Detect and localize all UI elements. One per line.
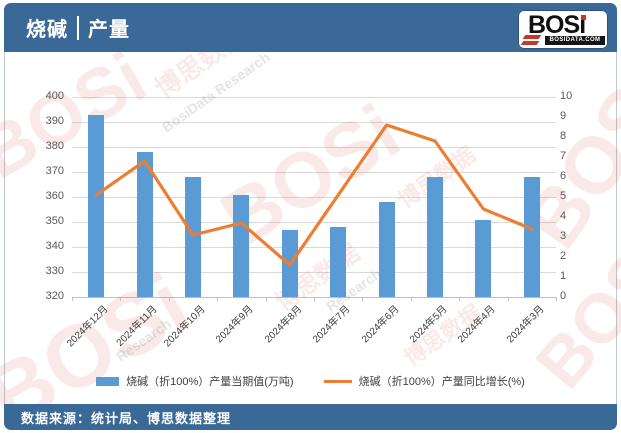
bar-2024年7月 [330, 227, 347, 297]
x-tick [410, 297, 412, 301]
x-tick [556, 297, 557, 301]
x-tick [168, 297, 170, 301]
legend-label: 烧碱（折100%）产量当期值(万吨) [126, 376, 294, 388]
bar-2024年10月 [185, 177, 201, 297]
left-tick-330: 330 [45, 265, 64, 277]
x-tick [314, 297, 315, 301]
yoy-growth-line [94, 123, 534, 267]
title-divider [77, 15, 79, 40]
left-tick-360: 360 [45, 190, 64, 202]
bar-2024年6月 [378, 202, 395, 297]
right-tick-2: 2 [560, 250, 567, 262]
right-tick-7: 7 [560, 150, 567, 162]
left-tick-340: 340 [45, 240, 64, 252]
bar-2024年11月 [136, 152, 153, 297]
gridline-400 [72, 97, 556, 98]
chart-legend: 烧碱（折100%）产量当期值(万吨) 烧碱（折100%）产量同比增长(%) [0, 373, 621, 389]
left-tick-370: 370 [45, 165, 64, 177]
line-swatch-icon [323, 379, 352, 383]
x-tick [120, 297, 122, 301]
gridline-370 [72, 172, 556, 173]
x-tick [507, 297, 509, 301]
x-tick [362, 297, 364, 301]
data-source-text: 数据来源：统计局、博思数据整理 [21, 410, 232, 426]
gridline-350 [72, 222, 556, 223]
logo-domain: BOSIDATA.COM [545, 36, 605, 45]
left-tick-380: 380 [45, 140, 64, 152]
footer-bar: 数据来源：统计局、博思数据整理 [4, 404, 617, 430]
left-tick-350: 350 [45, 215, 64, 227]
right-tick-4: 4 [560, 210, 567, 222]
gridline-340 [72, 247, 556, 248]
x-tick [72, 297, 73, 301]
header-bar: 烧碱 产量 BOSi BOSIDATA.COM [4, 3, 617, 52]
gridline-360 [72, 197, 556, 198]
left-tick-320: 320 [45, 290, 64, 302]
left-tick-390: 390 [45, 115, 64, 127]
gridline-330 [72, 272, 556, 273]
right-tick-8: 8 [560, 130, 567, 142]
bar-2024年3月 [523, 177, 540, 297]
legend-label: 烧碱（折100%）产量同比增长(%) [358, 376, 525, 388]
title-left: 烧碱 [26, 19, 68, 41]
right-tick-10: 10 [560, 90, 573, 102]
logo-i-reddot: i [579, 11, 586, 39]
legend-item-line: 烧碱（折100%）产量同比增长(%) [323, 373, 525, 389]
page-title: 烧碱 产量 [26, 13, 130, 42]
title-right: 产量 [88, 19, 130, 41]
gridline-390 [72, 122, 556, 123]
bar-swatch-icon [96, 376, 120, 386]
gridline-380 [72, 147, 556, 148]
logo-red-stripe-icon [522, 35, 542, 39]
right-tick-3: 3 [560, 230, 567, 242]
x-tick [217, 297, 219, 301]
bar-2024年5月 [427, 177, 443, 297]
bar-2024年4月 [475, 219, 492, 297]
left-tick-400: 400 [45, 90, 64, 102]
card-frame [4, 3, 617, 430]
line-series [94, 123, 534, 267]
x-tick [265, 297, 267, 301]
right-tick-6: 6 [560, 170, 567, 182]
right-tick-0: 0 [560, 290, 567, 302]
right-tick-1: 1 [560, 270, 567, 282]
logo-red-stripe-icon [520, 41, 540, 45]
right-tick-9: 9 [560, 110, 567, 122]
logo-wordmark: BOSi [528, 11, 586, 39]
legend-item-bar: 烧碱（折100%）产量当期值(万吨) [96, 373, 294, 389]
bosi-logo: BOSi BOSIDATA.COM [518, 10, 608, 49]
right-tick-5: 5 [560, 190, 567, 202]
x-tick [459, 297, 461, 301]
bar-2024年9月 [233, 194, 250, 297]
bar-2024年12月 [88, 114, 105, 297]
